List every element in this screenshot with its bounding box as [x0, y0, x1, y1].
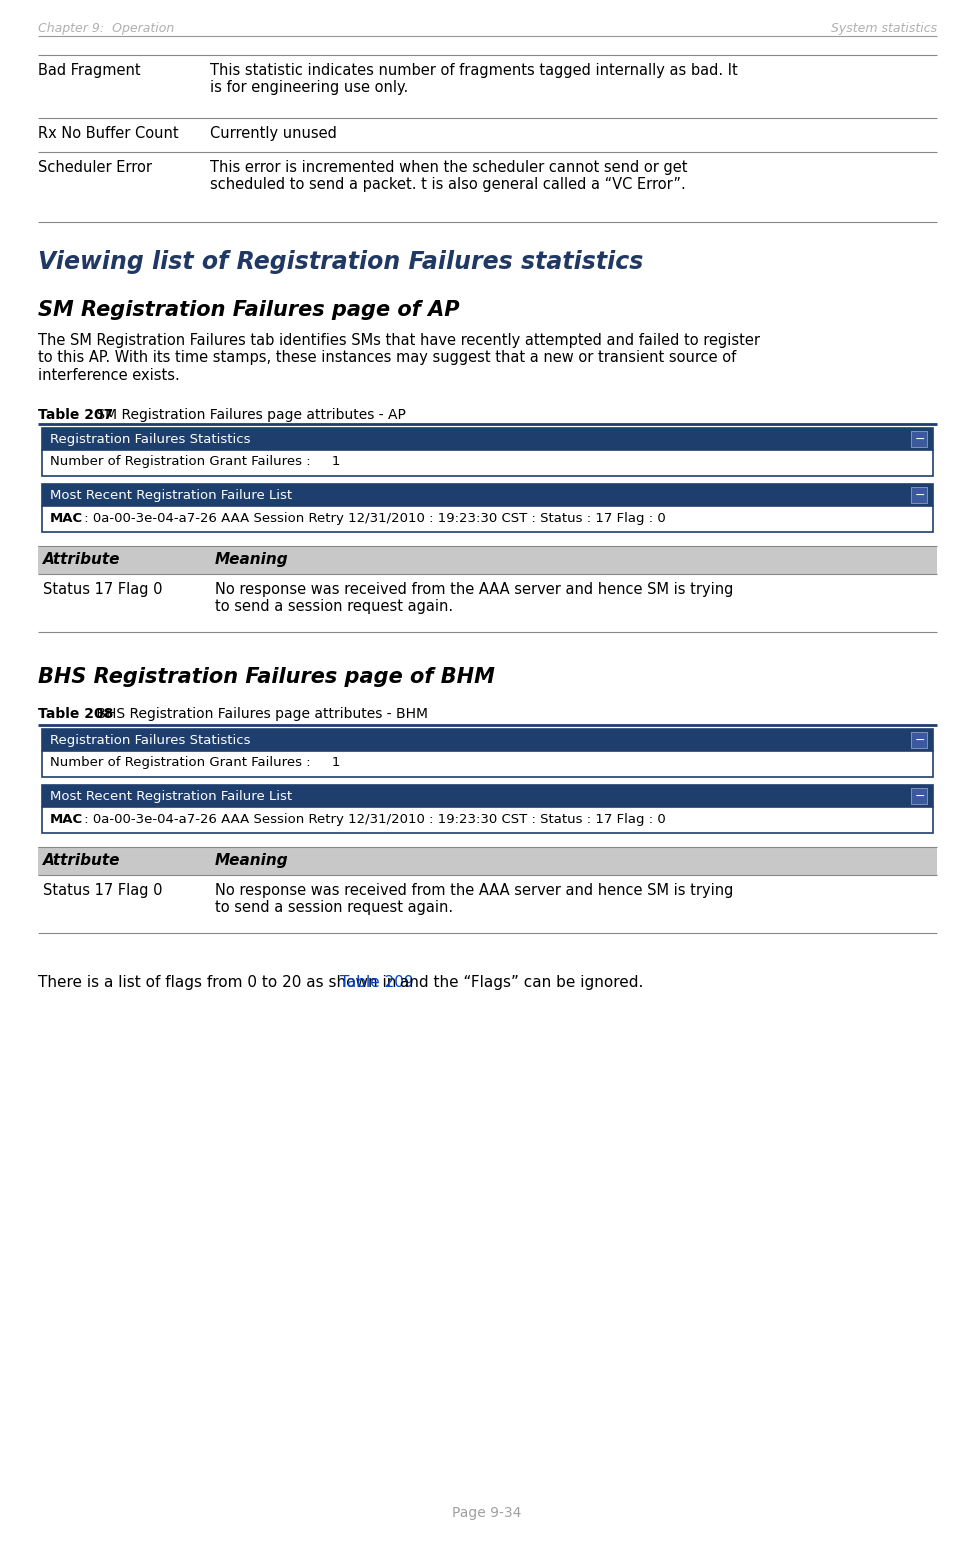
- Text: Status 17 Flag 0: Status 17 Flag 0: [43, 882, 163, 898]
- Text: and the “Flags” can be ignored.: and the “Flags” can be ignored.: [395, 976, 644, 990]
- Text: Table 207: Table 207: [38, 408, 113, 422]
- Text: Registration Failures Statistics: Registration Failures Statistics: [50, 433, 251, 447]
- Text: Attribute: Attribute: [43, 853, 121, 868]
- Text: −: −: [915, 433, 925, 447]
- Bar: [38, 546, 937, 574]
- Text: This statistic indicates number of fragments tagged internally as bad. It
is for: This statistic indicates number of fragm…: [210, 62, 738, 95]
- Text: Number of Registration Grant Failures :     1: Number of Registration Grant Failures : …: [50, 756, 340, 769]
- Text: System statistics: System statistics: [831, 22, 937, 34]
- Bar: [42, 752, 933, 776]
- Text: The SM Registration Failures tab identifies SMs that have recently attempted and: The SM Registration Failures tab identif…: [38, 333, 760, 383]
- Text: : 0a-00-3e-04-a7-26 AAA Session Retry 12/31/2010 : 19:23:30 CST : Status : 17 Fl: : 0a-00-3e-04-a7-26 AAA Session Retry 12…: [80, 512, 666, 524]
- Text: Table 209: Table 209: [340, 976, 414, 990]
- Text: No response was received from the AAA server and hence SM is trying
to send a se: No response was received from the AAA se…: [215, 582, 733, 615]
- Text: Status 17 Flag 0: Status 17 Flag 0: [43, 582, 163, 598]
- Bar: [42, 484, 933, 506]
- Bar: [42, 730, 933, 752]
- Text: No response was received from the AAA server and hence SM is trying
to send a se: No response was received from the AAA se…: [215, 882, 733, 915]
- Text: : 0a-00-3e-04-a7-26 AAA Session Retry 12/31/2010 : 19:23:30 CST : Status : 17 Fl: : 0a-00-3e-04-a7-26 AAA Session Retry 12…: [80, 812, 666, 826]
- Text: This error is incremented when the scheduler cannot send or get
scheduled to sen: This error is incremented when the sched…: [210, 160, 687, 193]
- Bar: [911, 431, 927, 447]
- Text: Bad Fragment: Bad Fragment: [38, 62, 140, 78]
- Text: Scheduler Error: Scheduler Error: [38, 160, 152, 174]
- Bar: [42, 784, 933, 808]
- Text: Rx No Buffer Count: Rx No Buffer Count: [38, 126, 178, 142]
- Bar: [911, 731, 927, 748]
- Text: −: −: [915, 734, 925, 747]
- Text: Meaning: Meaning: [215, 853, 289, 868]
- Text: Table 208: Table 208: [38, 706, 113, 720]
- Bar: [911, 787, 927, 804]
- Bar: [911, 487, 927, 503]
- Text: −: −: [915, 489, 925, 503]
- Text: MAC: MAC: [50, 512, 83, 524]
- Text: Currently unused: Currently unused: [210, 126, 337, 142]
- Bar: [42, 808, 933, 832]
- Text: Viewing list of Registration Failures statistics: Viewing list of Registration Failures st…: [38, 251, 644, 274]
- Text: SM Registration Failures page of AP: SM Registration Failures page of AP: [38, 300, 459, 321]
- Text: Most Recent Registration Failure List: Most Recent Registration Failure List: [50, 790, 292, 803]
- Text: BHS Registration Failures page of BHM: BHS Registration Failures page of BHM: [38, 668, 495, 688]
- Text: BHS Registration Failures page attributes - BHM: BHS Registration Failures page attribute…: [92, 706, 428, 720]
- Bar: [42, 428, 933, 450]
- Text: Registration Failures Statistics: Registration Failures Statistics: [50, 734, 251, 747]
- Text: Number of Registration Grant Failures :     1: Number of Registration Grant Failures : …: [50, 454, 340, 468]
- Text: −: −: [915, 790, 925, 803]
- Bar: [42, 450, 933, 476]
- Text: Attribute: Attribute: [43, 552, 121, 566]
- Text: There is a list of flags from 0 to 20 as shown in: There is a list of flags from 0 to 20 as…: [38, 976, 402, 990]
- Text: MAC: MAC: [50, 812, 83, 826]
- Text: Meaning: Meaning: [215, 552, 289, 566]
- Text: Chapter 9:  Operation: Chapter 9: Operation: [38, 22, 175, 34]
- Bar: [38, 846, 937, 874]
- Text: SM Registration Failures page attributes - AP: SM Registration Failures page attributes…: [92, 408, 406, 422]
- Text: Page 9-34: Page 9-34: [452, 1506, 522, 1520]
- Bar: [42, 506, 933, 532]
- Text: Most Recent Registration Failure List: Most Recent Registration Failure List: [50, 489, 292, 503]
